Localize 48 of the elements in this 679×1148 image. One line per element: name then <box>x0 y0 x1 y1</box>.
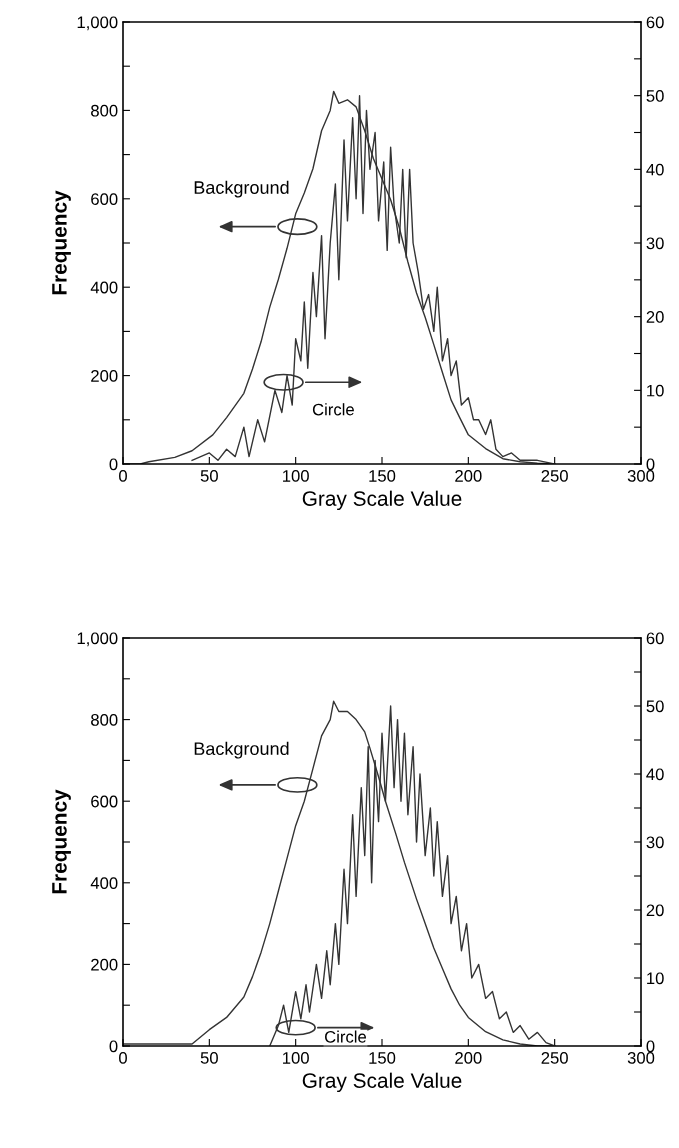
x-tick-label: 150 <box>369 1052 396 1064</box>
annotation: Background <box>194 741 289 759</box>
x-tick-label: 200 <box>455 1052 482 1064</box>
y-tick-label: 600 <box>91 193 118 205</box>
y-tick-label: 800 <box>91 104 118 117</box>
x-tick-label: 250 <box>541 470 568 482</box>
x-tick-label: 50 <box>200 1052 218 1064</box>
x-tick-label: 300 <box>627 470 655 482</box>
y-tick-label: 0 <box>109 458 118 471</box>
annotation: Background <box>194 180 289 198</box>
y2-tick-label: 40 <box>646 768 664 781</box>
y-tick-label: 400 <box>90 877 118 889</box>
annotation: Circle <box>312 403 354 416</box>
y2-tick-label: 20 <box>646 904 664 917</box>
y2-tick-label: 50 <box>646 700 664 713</box>
annotation: Circle <box>325 1030 367 1043</box>
y2-tick-label: 50 <box>646 90 664 102</box>
y-tick-label: 800 <box>91 714 118 726</box>
x-tick-label: 100 <box>283 1052 309 1064</box>
x-tick-label: 0 <box>119 1052 127 1064</box>
x-axis-title: Gray Scale Value <box>302 490 462 511</box>
y2-tick-label: 30 <box>646 836 664 849</box>
y-tick-label: 1,000 <box>77 632 118 647</box>
x-axis-title: Gray Scale Value <box>302 1072 462 1093</box>
y-tick-label: 1,000 <box>77 16 118 31</box>
x-tick-label: 0 <box>119 470 127 482</box>
x-tick-label: 200 <box>455 470 482 482</box>
y-tick-label: 0 <box>109 1040 118 1053</box>
y2-tick-label: 60 <box>646 16 664 29</box>
x-tick-label: 250 <box>541 1052 568 1064</box>
y2-tick-label: 10 <box>647 972 664 985</box>
y2-tick-label: 40 <box>646 163 664 176</box>
y2-tick-label: 0 <box>646 1040 655 1053</box>
y2-tick-label: 0 <box>646 458 655 471</box>
x-tick-label: 300 <box>627 1052 655 1064</box>
y-tick-label: 200 <box>91 958 118 971</box>
y2-tick-label: 60 <box>646 632 664 645</box>
y2-tick-label: 10 <box>647 384 664 397</box>
y-tick-label: 400 <box>90 281 118 294</box>
y-tick-label: 600 <box>91 795 118 808</box>
y2-tick-label: 30 <box>646 237 664 250</box>
x-tick-label: 100 <box>283 470 309 482</box>
x-tick-label: 150 <box>369 470 396 482</box>
y-tick-label: 200 <box>91 370 118 382</box>
y-axis-title: Frequency <box>52 190 71 295</box>
y2-tick-label: 20 <box>646 311 664 323</box>
y-axis-title: Frequency <box>52 789 71 894</box>
x-tick-label: 50 <box>200 470 218 482</box>
